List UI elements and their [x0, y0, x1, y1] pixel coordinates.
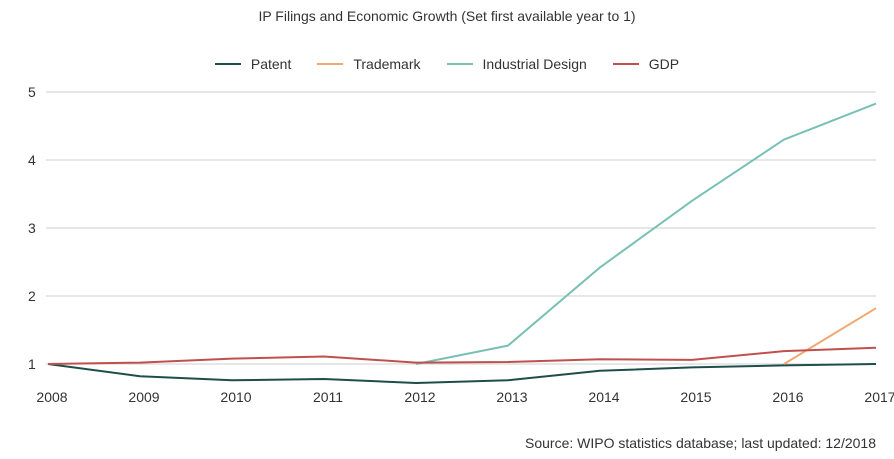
legend-item-industrial-design[interactable]: Industrial Design [446, 56, 587, 72]
legend: Patent Trademark Industrial Design GDP [0, 56, 894, 72]
x-tick-label: 2013 [496, 389, 527, 405]
y-tick-label: 3 [28, 220, 36, 236]
legend-item-gdp[interactable]: GDP [612, 56, 680, 72]
y-axis-ticks: 1 2 3 4 5 [28, 84, 36, 372]
series-line-industrial-design[interactable] [415, 102, 877, 365]
x-tick-label: 2012 [404, 389, 435, 405]
gridlines [46, 91, 876, 365]
y-tick-label: 1 [28, 356, 36, 372]
legend-swatch-trademark [317, 63, 344, 65]
series-lines [47, 102, 877, 384]
legend-swatch-gdp [612, 63, 639, 65]
x-tick-label: 2011 [313, 389, 343, 405]
legend-item-patent[interactable]: Patent [214, 56, 292, 72]
legend-swatch-patent [214, 63, 241, 65]
x-tick-label: 2017 [864, 389, 894, 405]
series-line-patent[interactable] [47, 363, 877, 384]
y-tick-label: 5 [28, 84, 36, 100]
x-tick-label: 2009 [128, 389, 159, 405]
legend-swatch-industrial-design [446, 63, 473, 65]
x-tick-label: 2008 [36, 389, 67, 405]
legend-label-patent: Patent [250, 56, 292, 72]
y-tick-label: 2 [28, 288, 36, 304]
x-tick-label: 2014 [588, 389, 619, 405]
y-tick-label: 4 [28, 152, 36, 168]
x-tick-label: 2015 [680, 389, 711, 405]
x-axis-ticks: 2008 2009 2010 2011 2012 2013 2014 2015 2016 2017 [36, 389, 894, 405]
legend-label-gdp: GDP [648, 56, 680, 72]
chart-title: IP Filings and Economic Growth (Set firs… [258, 8, 636, 24]
x-tick-label: 2010 [220, 389, 251, 405]
series-line-gdp[interactable] [47, 346, 877, 365]
legend-label-trademark: Trademark [353, 56, 421, 72]
legend-label-industrial-design: Industrial Design [482, 56, 587, 72]
x-tick-label: 2016 [772, 389, 803, 405]
source-note: Source: WIPO statistics database; last u… [525, 435, 876, 451]
series-line-trademark[interactable] [783, 307, 877, 365]
legend-item-trademark[interactable]: Trademark [317, 56, 421, 72]
